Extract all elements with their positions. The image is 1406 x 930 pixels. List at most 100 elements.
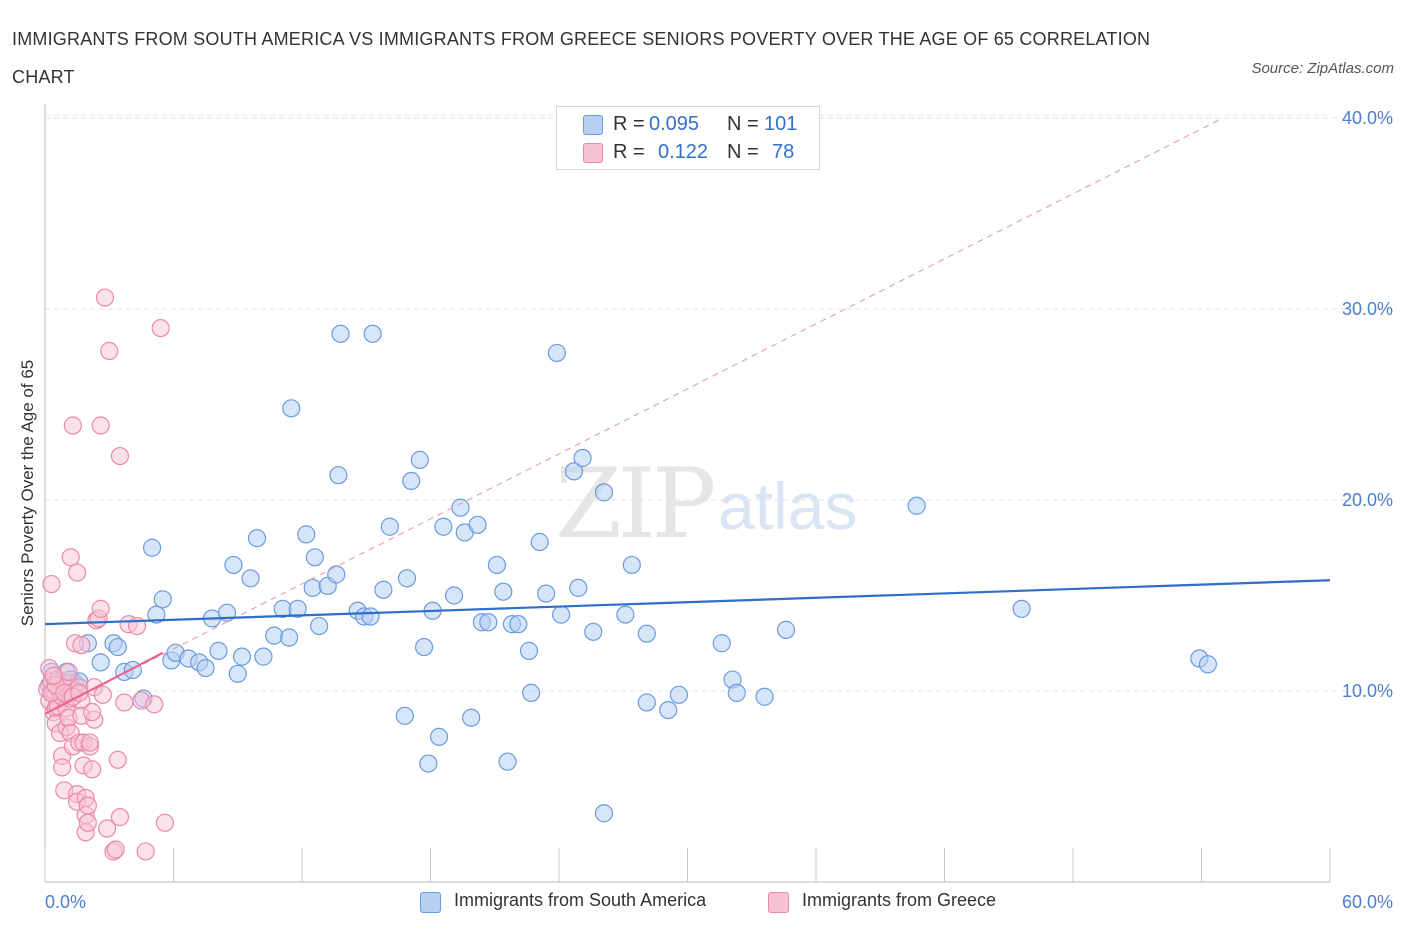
data-point-south-america bbox=[196, 658, 215, 678]
stats-n-label: N = bbox=[727, 113, 759, 135]
stats-n-label: N = bbox=[727, 141, 759, 163]
data-point-greece bbox=[91, 416, 110, 435]
data-point-south-america bbox=[616, 605, 635, 624]
data-point-south-america bbox=[254, 647, 273, 666]
data-point-south-america bbox=[594, 804, 614, 823]
data-point-south-america bbox=[303, 578, 322, 597]
data-point-greece bbox=[68, 563, 87, 582]
data-point-greece bbox=[53, 758, 72, 777]
data-point-south-america bbox=[522, 683, 541, 703]
data-point-south-america bbox=[395, 706, 414, 725]
data-point-south-america bbox=[573, 448, 592, 468]
data-point-south-america bbox=[329, 466, 348, 485]
data-point-greece bbox=[106, 840, 125, 859]
data-point-south-america bbox=[147, 605, 166, 624]
data-point-greece bbox=[42, 574, 61, 594]
y-tick-label: 30.0% bbox=[1342, 299, 1393, 319]
y-tick-label: 20.0% bbox=[1342, 490, 1393, 510]
stats-r-label: R = bbox=[613, 141, 645, 163]
data-point-south-america bbox=[91, 653, 110, 672]
stats-box: R = 0.095 N = 101 R = 0.122 N = 78 bbox=[556, 106, 820, 170]
data-point-south-america bbox=[498, 752, 517, 771]
tick-labels: 10.0% 20.0% 30.0% 40.0% 0.0% 60.0% bbox=[45, 108, 1393, 912]
data-point-south-america bbox=[434, 517, 453, 536]
x-tick-label: 60.0% bbox=[1342, 892, 1393, 912]
data-point-south-america bbox=[380, 517, 399, 536]
y-tick-label: 40.0% bbox=[1342, 108, 1393, 128]
stats-swatch-blue bbox=[583, 115, 603, 135]
data-point-greece bbox=[61, 548, 80, 567]
data-point-south-america bbox=[331, 324, 350, 343]
data-point-south-america bbox=[564, 462, 584, 481]
data-point-south-america bbox=[280, 628, 299, 647]
data-point-south-america bbox=[361, 607, 380, 626]
data-point-greece bbox=[80, 733, 100, 752]
data-point-greece bbox=[110, 807, 130, 827]
trend-lines bbox=[44, 117, 1331, 715]
data-point-south-america bbox=[622, 555, 641, 575]
data-point-south-america bbox=[123, 660, 142, 680]
data-point-greece bbox=[44, 666, 63, 685]
data-point-greece bbox=[83, 760, 102, 779]
data-point-greece bbox=[72, 636, 91, 655]
data-point-south-america bbox=[451, 498, 470, 517]
data-point-south-america bbox=[142, 538, 162, 557]
data-point-south-america bbox=[659, 700, 678, 720]
watermark-atlas: atlas bbox=[718, 469, 858, 543]
data-point-south-america bbox=[712, 634, 731, 653]
data-point-south-america bbox=[265, 626, 284, 645]
data-point-south-america bbox=[228, 664, 247, 683]
data-point-south-america bbox=[410, 450, 429, 469]
data-point-south-america bbox=[509, 615, 528, 634]
stats-n-value: 101 bbox=[764, 113, 798, 135]
legend-swatch-pink bbox=[768, 892, 789, 913]
data-point-south-america bbox=[444, 586, 464, 605]
data-point-south-america bbox=[547, 343, 566, 363]
data-point-south-america bbox=[637, 693, 656, 712]
stats-r-value: 0.122 bbox=[658, 141, 709, 163]
data-point-greece bbox=[98, 819, 117, 838]
data-point-south-america bbox=[374, 580, 393, 599]
data-point-south-america bbox=[727, 683, 746, 703]
data-point-south-america bbox=[247, 529, 267, 548]
data-point-south-america bbox=[907, 496, 926, 515]
data-point-south-america bbox=[776, 620, 796, 639]
data-point-south-america bbox=[468, 515, 487, 534]
chart-source: Source: ZipAtlas.com bbox=[1251, 60, 1394, 77]
data-point-greece bbox=[59, 662, 78, 682]
chart-title: IMMIGRANTS FROM SOUTH AMERICA VS IMMIGRA… bbox=[12, 29, 1151, 87]
data-point-south-america bbox=[479, 613, 498, 632]
stats-r-label: R = bbox=[613, 113, 645, 135]
data-point-south-america bbox=[232, 647, 252, 666]
data-point-south-america bbox=[637, 624, 656, 643]
data-point-south-america bbox=[363, 324, 382, 343]
series-greece-points bbox=[38, 288, 175, 861]
data-point-south-america bbox=[594, 483, 614, 502]
data-point-greece bbox=[110, 446, 130, 466]
data-point-south-america bbox=[669, 685, 689, 704]
data-point-south-america bbox=[414, 637, 434, 657]
data-point-south-america bbox=[282, 399, 301, 418]
stats-r-value: 0.095 bbox=[649, 113, 700, 135]
data-point-greece bbox=[93, 685, 112, 704]
data-point-south-america bbox=[462, 708, 481, 727]
data-point-south-america bbox=[1198, 655, 1218, 674]
data-point-south-america bbox=[310, 616, 329, 636]
data-point-south-america bbox=[552, 605, 571, 624]
data-point-south-america bbox=[494, 582, 513, 601]
data-point-greece bbox=[136, 842, 155, 861]
series-south-america-points bbox=[40, 324, 1218, 823]
data-point-south-america bbox=[1012, 599, 1031, 618]
data-point-greece bbox=[83, 702, 102, 722]
stats-swatch-pink bbox=[583, 143, 603, 163]
data-point-south-america bbox=[519, 641, 539, 660]
data-point-south-america bbox=[429, 727, 449, 746]
stats-n-value: 78 bbox=[772, 141, 795, 163]
trend-line-greece-dashed bbox=[44, 117, 1224, 715]
legend-swatch-blue bbox=[420, 892, 441, 913]
data-point-greece bbox=[155, 813, 175, 832]
data-point-south-america bbox=[402, 471, 421, 490]
data-point-south-america bbox=[537, 584, 556, 603]
data-point-south-america bbox=[209, 641, 228, 660]
trend-line-south-america bbox=[44, 579, 1331, 626]
